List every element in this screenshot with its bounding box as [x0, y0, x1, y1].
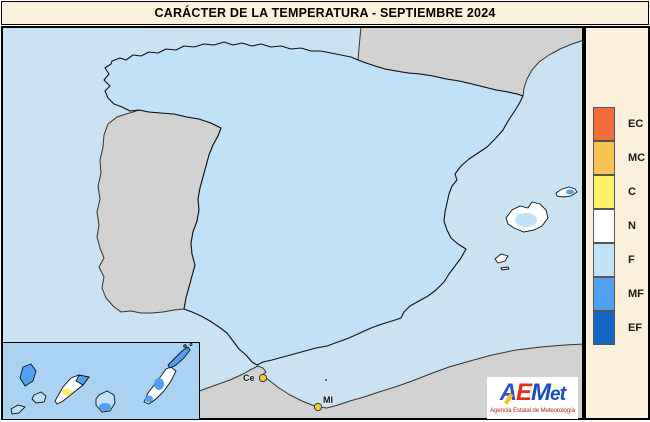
- formentera-island: [500, 266, 510, 271]
- aemet-logo: AEMet Agencia Estatal de Meteorología: [487, 377, 578, 419]
- logo-letter-e2: e: [550, 384, 561, 405]
- canary-islands-map: [10, 343, 193, 415]
- africa-region: [187, 343, 582, 418]
- legend-swatch-mf: [593, 277, 615, 311]
- legend-swatch-n: [593, 209, 615, 243]
- tenerife-ne-tip: [75, 374, 90, 386]
- el-hierro-island: [10, 404, 26, 415]
- la-gomera-island: [31, 391, 47, 404]
- aemet-tagline: Agencia Estatal de Meteorología: [490, 407, 575, 414]
- melilla-label: MI: [323, 395, 333, 405]
- legend-label-ec: EC: [628, 118, 644, 130]
- tenerife-warm-spot: [62, 388, 72, 396]
- legend-swatch-c: [593, 175, 615, 209]
- legend-label-ef: EF: [628, 322, 643, 334]
- legend-label-f: F: [628, 254, 635, 266]
- ceuta-label: Ce: [243, 373, 255, 383]
- fuerteventura-cold-patch: [154, 378, 164, 390]
- fuerteventura-cold-patch-2: [145, 395, 153, 403]
- legend-item-ef: EF: [593, 311, 648, 345]
- legend-label-c: C: [628, 186, 636, 198]
- logo-letter-m: M: [531, 379, 551, 406]
- legend-items: EC MC C N F MF: [593, 107, 648, 345]
- legend-panel: EC MC C N F MF: [584, 26, 650, 420]
- legend-item-c: C: [593, 175, 648, 209]
- ibiza-island: [494, 253, 509, 264]
- chinijo-islet: [183, 344, 187, 348]
- page-title: CARÁCTER DE LA TEMPERATURA - SEPTIEMBRE …: [154, 6, 496, 20]
- gran-canaria-cold-patch: [99, 403, 111, 411]
- logo-letter-a: A: [499, 379, 517, 406]
- legend-swatch-ef: [593, 311, 615, 345]
- alboran-islet: [325, 379, 327, 381]
- legend-label-mf: MF: [628, 288, 644, 300]
- logo-letter-e: E: [516, 379, 532, 406]
- ceuta-marker: Ce: [242, 372, 268, 384]
- logo-letter-t: t: [559, 383, 567, 405]
- legend-item-n: N: [593, 209, 648, 243]
- legend-item-mc: MC: [593, 141, 648, 175]
- legend-label-n: N: [628, 220, 636, 232]
- legend-swatch-ec: [593, 107, 615, 141]
- legend-item-f: F: [593, 243, 648, 277]
- melilla-marker: MI: [313, 394, 334, 412]
- legend-swatch-f: [593, 243, 615, 277]
- chinijo-islet-2: [189, 343, 193, 346]
- balearic-islands: [494, 186, 578, 271]
- legend-item-ec: EC: [593, 107, 648, 141]
- lanzarote-island: [167, 346, 191, 369]
- legend-item-mf: MF: [593, 277, 648, 311]
- aemet-logo-word: AEMet: [499, 379, 567, 406]
- legend-label-mc: MC: [628, 152, 646, 164]
- legend-swatch-mc: [593, 141, 615, 175]
- canary-islands-inset: [2, 342, 200, 420]
- la-palma-island: [19, 363, 37, 387]
- title-bar: CARÁCTER DE LA TEMPERATURA - SEPTIEMBRE …: [1, 1, 649, 25]
